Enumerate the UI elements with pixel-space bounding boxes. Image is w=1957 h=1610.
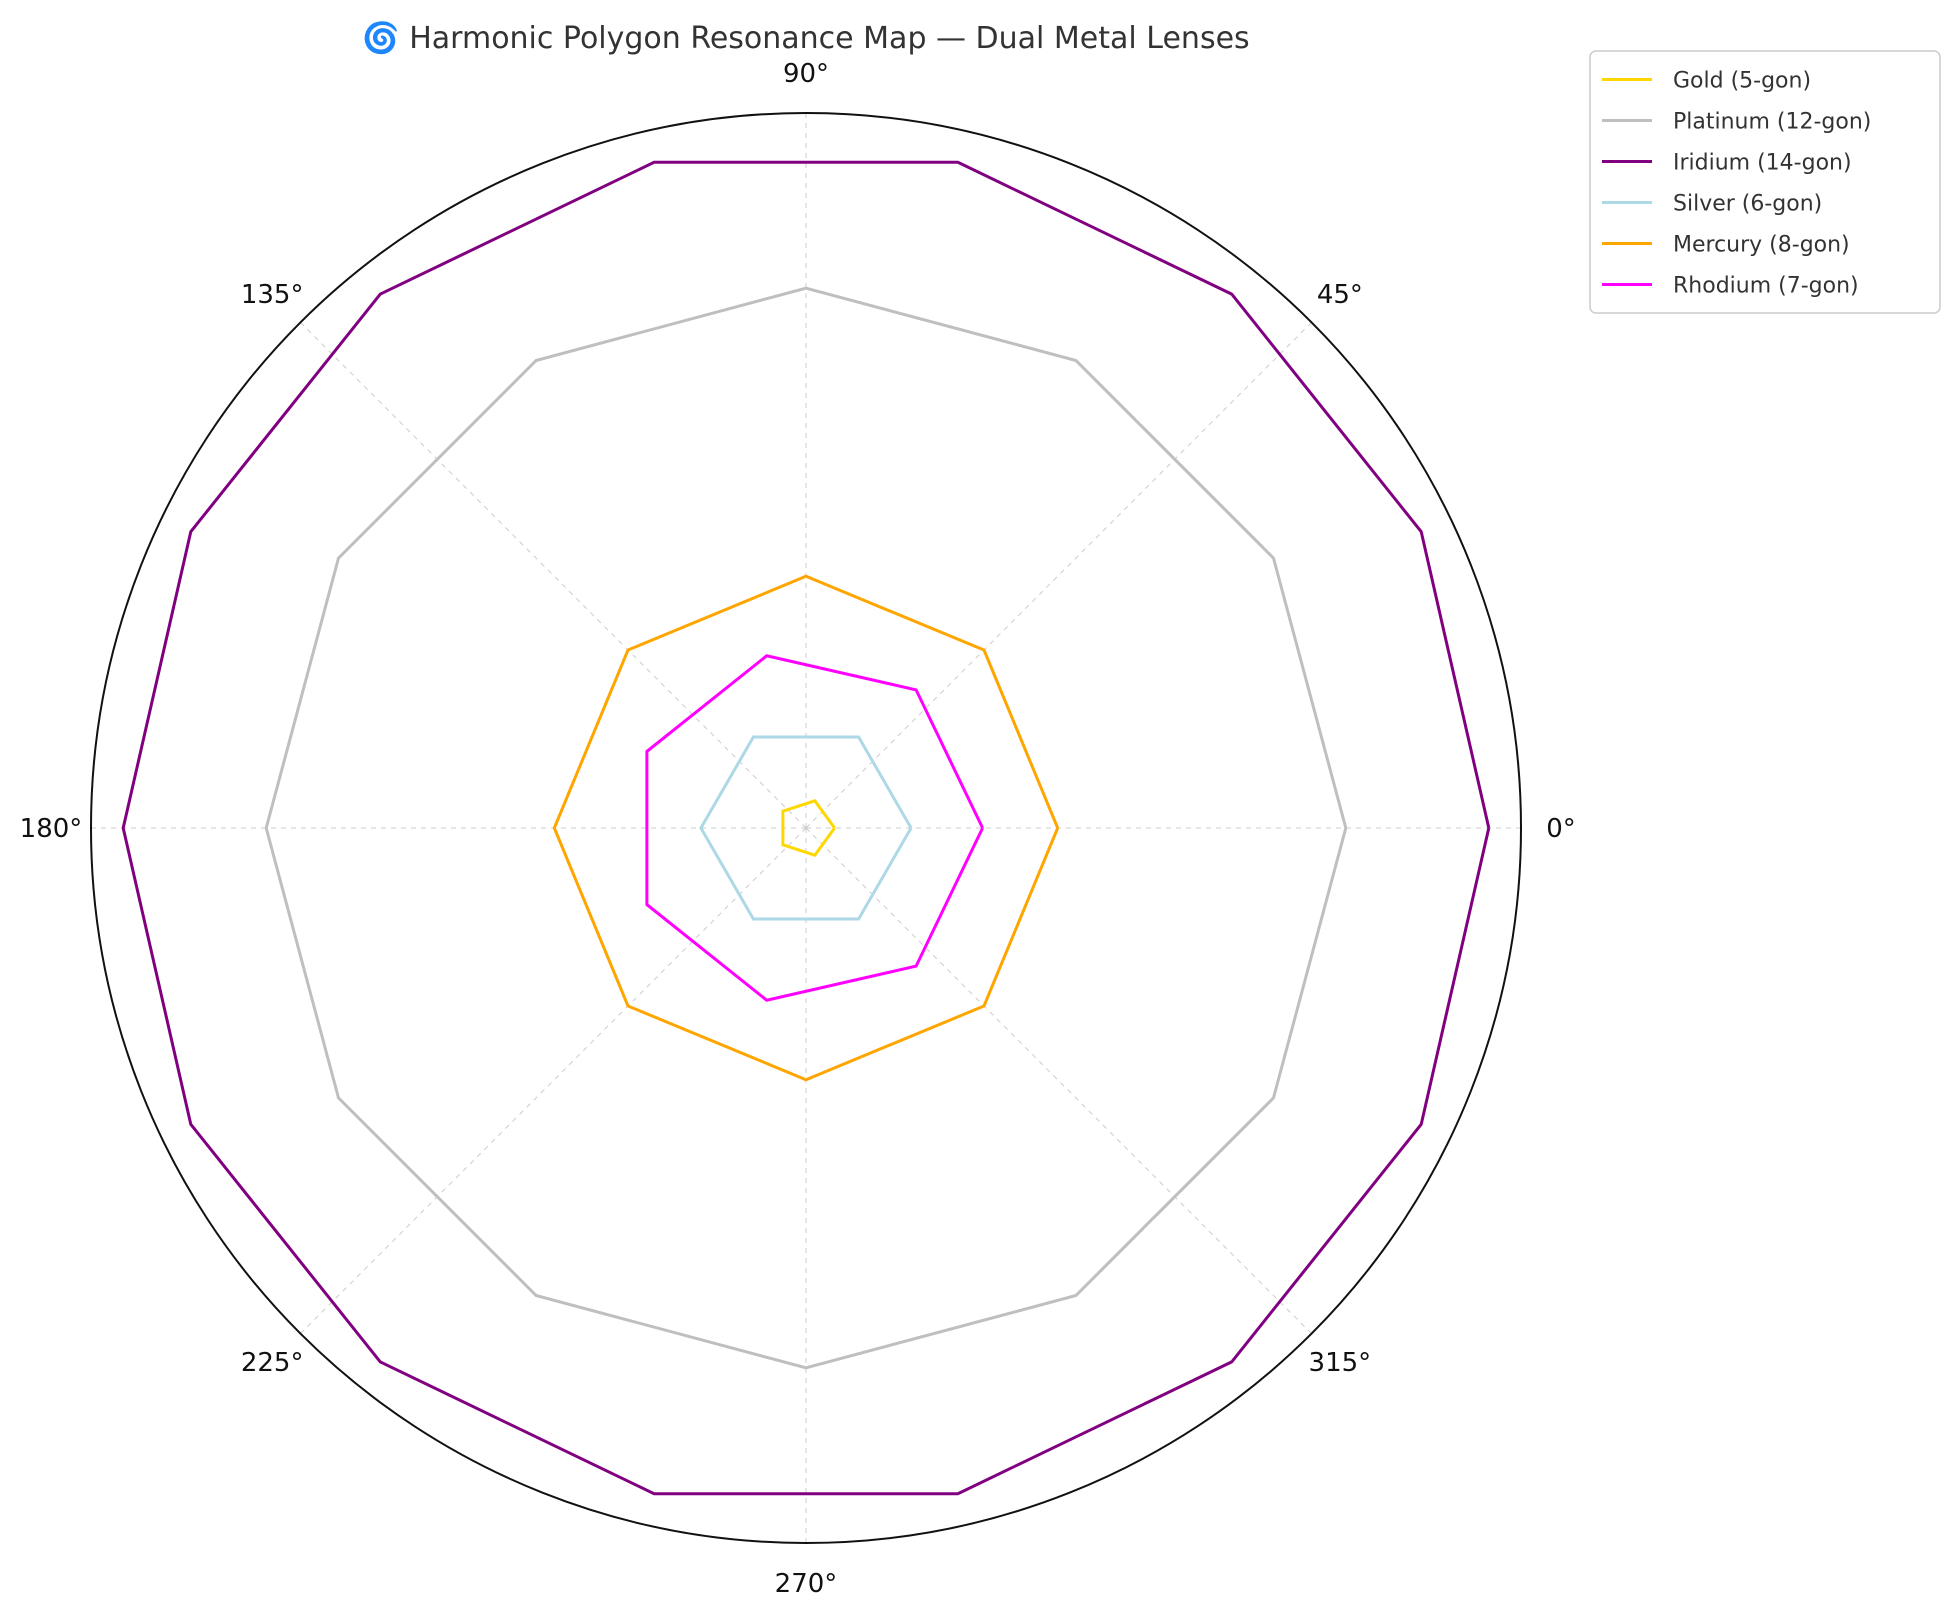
series-polygon-mercury [552,574,1060,1082]
legend-label: Platinum (12-gon) [1673,110,1871,135]
angle-tick-label: 135° [241,280,304,310]
series-polygon-iridium [121,160,1491,1496]
series-polygon-platinum [264,286,1348,1370]
angle-tick-label: 225° [241,1348,304,1378]
series-polygon-gold [781,799,836,857]
polar-outer-ring [90,112,1522,1544]
angle-tick-label: 45° [1317,280,1363,310]
series-layer [121,160,1491,1496]
series-polygon-silver [699,735,913,921]
angle-tick-label: 180° [20,814,83,844]
legend: Gold (5-gon) Platinum (12-gon) Iridium (14… [1589,50,1941,314]
angle-tick-label: 0° [1546,814,1576,844]
legend-label: Silver (6-gon) [1673,192,1822,217]
angle-tick-label: 270° [775,1569,838,1599]
legend-label: Mercury (8-gon) [1673,233,1850,258]
angle-tick-label: 90° [783,59,829,89]
legend-label: Gold (5-gon) [1673,69,1811,94]
series-polygon-rhodium [645,654,984,1002]
legend-label: Iridium (14-gon) [1673,151,1852,176]
legend-label: Rhodium (7-gon) [1673,274,1859,299]
angular-tick-labels: 0° 45° 90° 135° 180° 225° 270° 315° [20,59,1576,1599]
chart-title: 🌀 Harmonic Polygon Resonance Map — Dual … [362,19,1249,56]
angle-tick-label: 315° [1309,1348,1372,1378]
legend-box [1589,50,1941,314]
